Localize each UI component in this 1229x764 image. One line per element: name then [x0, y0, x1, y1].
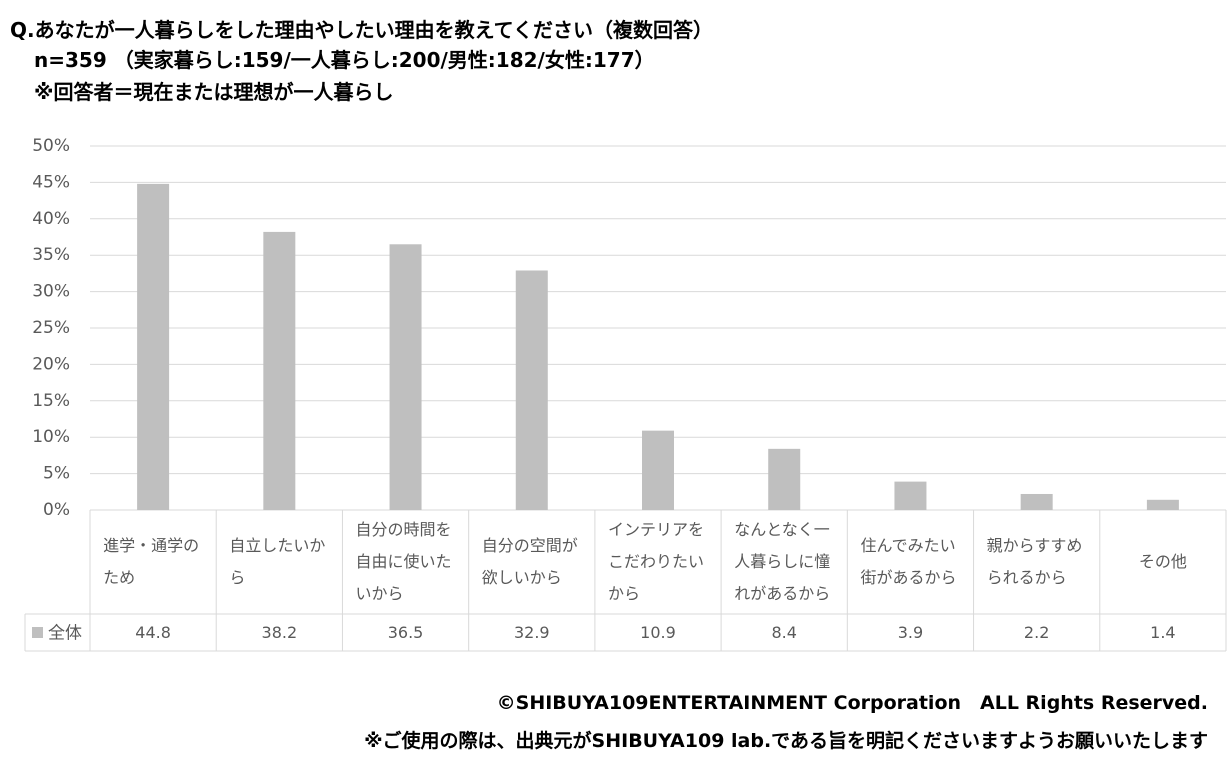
- x-category-label-text: インテリアをこだわりたいから: [607, 520, 704, 603]
- y-tick-label: 10%: [32, 427, 70, 447]
- x-category-label-text: なんとなく一人暮らしに憧れがあるから: [734, 520, 831, 603]
- x-category-label-text: 親からすすめられるから: [986, 536, 1083, 587]
- table-value-text: 3.9: [897, 623, 924, 642]
- table-value: 10.9: [595, 623, 721, 642]
- y-tick-label: 50%: [32, 136, 70, 156]
- table-value-text: 32.9: [513, 623, 550, 642]
- copyright: ©SHIBUYA109ENTERTAINMENT Corporation ALL…: [496, 692, 1208, 714]
- y-tick-label: 15%: [32, 391, 70, 411]
- x-category-label-text: 自分の空間が欲しいから: [481, 536, 578, 587]
- x-category-label: インテリアをこだわりたいから: [595, 510, 721, 614]
- x-category-label: 親からすすめられるから: [974, 510, 1100, 614]
- table-value-text: 2.2: [1023, 623, 1050, 642]
- table-value-text: 36.5: [387, 623, 424, 642]
- x-category-label-text: 自分の時間を自由に使いたいから: [355, 520, 452, 603]
- y-tick-label: 5%: [43, 464, 70, 484]
- x-category-label-text: 住んでみたい街があるから: [860, 536, 957, 587]
- table-value-text: 10.9: [640, 623, 676, 642]
- y-tick-label: 40%: [32, 209, 70, 229]
- sample-size: n=359 （実家暮らし:159/一人暮らし:200/男性:182/女性:177…: [34, 48, 655, 72]
- y-tick-label: 30%: [32, 282, 70, 302]
- table-value: 2.2: [974, 623, 1100, 642]
- x-category-label: 進学・通学のため: [90, 510, 216, 614]
- x-category-label: なんとなく一人暮らしに憧れがあるから: [721, 510, 847, 614]
- x-category-label-text: 自立したいから: [229, 536, 326, 587]
- table-value-text: 8.4: [771, 623, 797, 642]
- table-value: 36.5: [342, 623, 468, 642]
- x-category-label: 住んでみたい街があるから: [847, 510, 973, 614]
- bar: [1146, 499, 1179, 510]
- legend-label: 全体: [48, 624, 82, 644]
- table-value: 38.2: [216, 623, 342, 642]
- title: Q.あなたが一人暮らしをした理由やしたい理由を教えてください（複数回答）: [10, 18, 713, 42]
- table-value: 1.4: [1100, 623, 1226, 642]
- bar: [1020, 493, 1053, 510]
- x-category-label: 自立したいから: [216, 510, 342, 614]
- table-value: 44.8: [90, 623, 216, 642]
- bar: [137, 183, 170, 510]
- y-tick-label: 25%: [32, 318, 70, 338]
- y-tick-label: 0%: [43, 500, 70, 520]
- bar: [768, 448, 801, 510]
- usage-note: ※ご使用の際は、出典元がSHIBUYA109 lab.である旨を明記くださいます…: [364, 730, 1208, 752]
- table-value: 8.4: [721, 623, 847, 642]
- bar: [894, 481, 927, 510]
- table-value-text: 44.8: [135, 623, 171, 642]
- x-category-label: 自分の時間を自由に使いたいから: [342, 510, 468, 614]
- x-category-label: 自分の空間が欲しいから: [469, 510, 595, 614]
- table-value-text: 38.2: [261, 623, 298, 642]
- bar: [515, 270, 548, 510]
- x-category-label-text: 進学・通学のため: [103, 536, 200, 587]
- legend-swatch: [32, 627, 43, 638]
- table-value: 3.9: [847, 623, 973, 642]
- bar: [642, 430, 674, 510]
- note: ※回答者＝現在または理想が一人暮らし: [34, 80, 394, 104]
- x-category-label: その他: [1100, 510, 1226, 614]
- y-tick-label: 45%: [32, 172, 70, 192]
- table-value-text: 1.4: [1150, 623, 1176, 642]
- y-tick-label: 20%: [32, 354, 70, 374]
- bar: [263, 231, 296, 511]
- table-value: 32.9: [469, 623, 595, 642]
- x-category-label-text: その他: [1138, 552, 1187, 571]
- y-tick-label: 35%: [32, 245, 70, 265]
- bar: [389, 244, 422, 510]
